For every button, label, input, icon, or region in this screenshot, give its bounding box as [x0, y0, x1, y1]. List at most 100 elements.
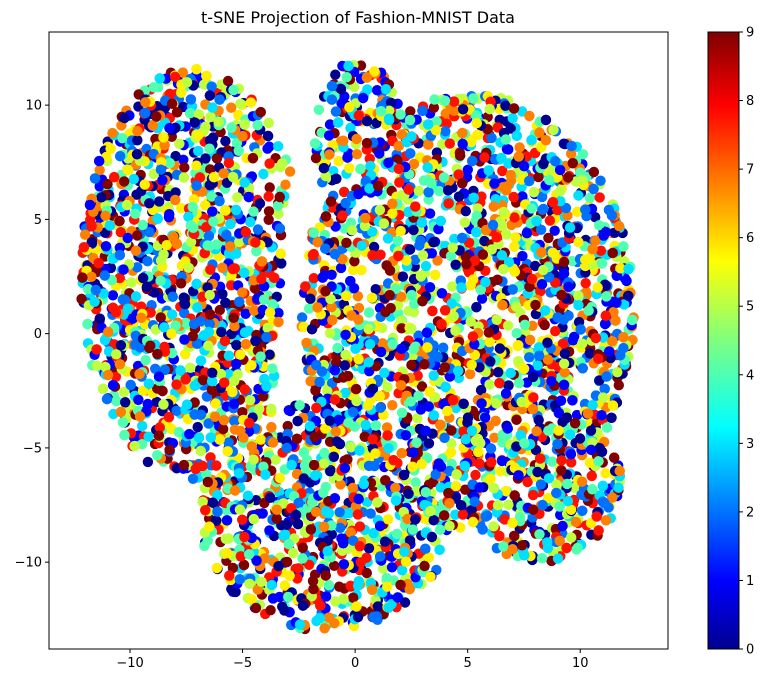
scatter-point: [179, 162, 190, 173]
scatter-point: [374, 148, 385, 159]
scatter-point: [258, 168, 269, 180]
scatter-point: [338, 186, 350, 198]
scatter-point: [582, 408, 594, 419]
scatter-point: [416, 381, 428, 392]
scatter-point: [396, 407, 408, 418]
scatter-point: [114, 215, 125, 227]
scatter-point: [543, 232, 554, 244]
scatter-point: [409, 254, 421, 265]
scatter-point: [341, 237, 352, 248]
scatter-point: [200, 153, 211, 164]
scatter-point: [356, 240, 367, 251]
scatter-point: [264, 307, 276, 318]
scatter-point: [386, 562, 398, 573]
scatter-point: [513, 377, 525, 389]
scatter-point: [254, 403, 265, 415]
scatter-point: [298, 321, 309, 333]
scatter-point: [438, 172, 450, 183]
scatter-point: [363, 357, 374, 368]
scatter-point: [220, 135, 231, 147]
scatter-point: [368, 528, 379, 539]
scatter-point: [335, 262, 347, 274]
scatter-point: [373, 180, 384, 192]
scatter-point: [154, 196, 165, 207]
scatter-point: [335, 479, 346, 490]
scatter-point: [141, 281, 153, 293]
scatter-point: [363, 307, 375, 318]
scatter-point: [517, 191, 528, 202]
scatter-point: [320, 170, 331, 182]
scatter-point: [447, 394, 459, 406]
scatter-point: [100, 210, 111, 221]
scatter-point: [560, 202, 572, 214]
scatter-point: [607, 336, 618, 347]
scatter-point: [342, 152, 353, 163]
scatter-point: [249, 305, 260, 316]
scatter-point: [428, 102, 440, 113]
scatter-point: [611, 297, 622, 308]
scatter-point: [152, 213, 163, 224]
scatter-point: [276, 258, 287, 269]
scatter-point: [516, 181, 527, 193]
scatter-point: [396, 129, 407, 140]
scatter-point: [594, 220, 605, 231]
scatter-point: [345, 580, 356, 591]
scatter-point: [307, 249, 319, 261]
plot-area: [48, 31, 669, 650]
scatter-point: [237, 514, 248, 525]
scatter-point: [348, 592, 359, 603]
scatter-point: [153, 82, 164, 93]
scatter-point: [273, 307, 284, 319]
scatter-point: [320, 570, 331, 581]
scatter-point: [145, 307, 156, 318]
scatter-point: [155, 275, 166, 286]
scatter-point: [442, 185, 454, 196]
scatter-point: [185, 236, 197, 248]
scatter-point: [435, 482, 446, 493]
scatter-point: [313, 104, 325, 116]
scatter-point: [505, 123, 516, 134]
scatter-point: [345, 275, 356, 287]
scatter-point: [595, 175, 606, 186]
scatter-point: [123, 165, 134, 176]
scatter-point: [206, 191, 217, 202]
scatter-point: [122, 232, 133, 244]
scatter-point: [304, 303, 315, 314]
scatter-point: [366, 292, 378, 303]
scatter-point: [222, 446, 233, 457]
scatter-point: [569, 482, 580, 494]
scatter-point: [497, 437, 508, 448]
scatter-point: [333, 117, 344, 128]
scatter-point: [417, 105, 428, 117]
scatter-point: [178, 154, 189, 165]
scatter-point: [594, 192, 605, 203]
scatter-point: [204, 135, 216, 146]
scatter-point: [237, 407, 248, 418]
scatter-point: [266, 422, 277, 433]
scatter-point: [350, 343, 361, 354]
scatter-point: [273, 208, 284, 219]
scatter-point: [305, 293, 316, 304]
scatter-point: [572, 542, 583, 554]
scatter-point: [266, 579, 277, 591]
scatter-point: [533, 171, 544, 183]
scatter-point: [552, 553, 564, 564]
scatter-point: [193, 109, 204, 120]
scatter-point: [159, 139, 170, 151]
scatter-point: [233, 109, 244, 121]
scatter-point: [449, 233, 460, 245]
scatter-point: [170, 150, 181, 162]
scatter-point: [460, 251, 472, 262]
scatter-point: [397, 271, 409, 282]
scatter-point: [428, 237, 439, 248]
scatter-point: [164, 157, 175, 169]
scatter-point: [258, 461, 269, 472]
scatter-point: [448, 96, 460, 107]
scatter-point: [272, 200, 284, 211]
scatter-point: [308, 273, 319, 284]
scatter-point: [524, 110, 535, 122]
scatter-point: [250, 283, 261, 294]
scatter-point: [203, 340, 214, 351]
scatter-point: [395, 109, 406, 120]
scatter-point: [185, 362, 196, 373]
